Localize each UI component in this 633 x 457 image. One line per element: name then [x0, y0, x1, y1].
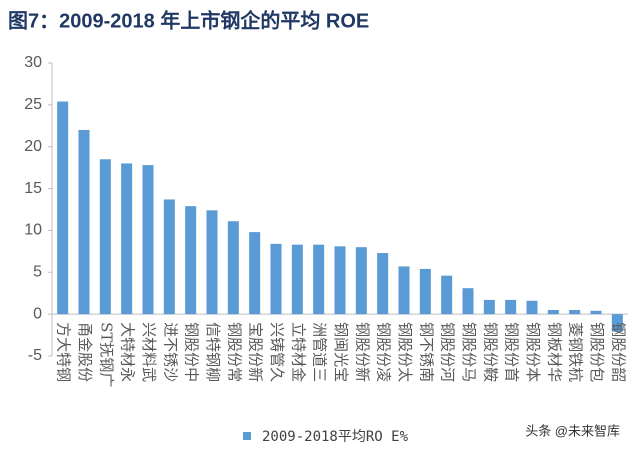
x-tick-label: 大特材永 [119, 322, 137, 382]
x-tick-label: 钢股份凌 [375, 322, 393, 382]
y-tick-label: 5 [33, 264, 42, 281]
bar [121, 163, 133, 315]
bar [227, 221, 239, 315]
x-tick-label: 方大特钢 [55, 322, 73, 382]
x-tick-label: 兴材料武 [140, 322, 158, 382]
chart-title: 图7：2009-2018 年上市钢企的平均 ROE [8, 8, 369, 32]
bar [569, 309, 581, 315]
x-tick-label: 钢股份常 [225, 322, 243, 382]
x-tick-label: 钢股份本 [524, 322, 542, 382]
y-tick-label: 25 [24, 96, 42, 113]
bar [270, 243, 282, 315]
bar [355, 247, 367, 315]
bar [291, 244, 303, 315]
y-tick-label: 10 [24, 222, 42, 239]
x-tick-label: 钢股份韶 [609, 322, 627, 382]
bar [419, 268, 431, 315]
x-tick-label: 进不锈沙 [161, 322, 179, 382]
bar [590, 310, 602, 315]
x-tick-label: 钢股份中 [183, 322, 201, 382]
x-tick-label: 信特钢柳 [204, 322, 222, 382]
bar [78, 129, 90, 315]
bar [398, 266, 410, 315]
x-tick-label: 钢股份鞍 [481, 322, 499, 382]
bar [142, 165, 154, 315]
x-tick-label: 立特材金 [289, 322, 307, 382]
bar [462, 288, 474, 315]
bar [57, 101, 69, 315]
bar [505, 299, 517, 315]
x-tick-label: 钢板材华 [545, 322, 563, 382]
x-tick-label: 兴铸管久 [268, 322, 286, 382]
x-tick-label: 钢股份包 [588, 322, 606, 382]
x-tick-label: 钢不锈南 [417, 322, 435, 382]
bar [334, 246, 346, 315]
bar [249, 232, 261, 315]
x-tick-label: 甬金股份 [76, 322, 94, 382]
bar [483, 299, 495, 315]
bar [163, 199, 175, 315]
legend-label: 2009-2018平均RO E% [262, 429, 409, 445]
x-tick-label: 菱钢铁杭 [567, 322, 585, 382]
bar [206, 210, 218, 315]
bar [611, 314, 623, 332]
x-tick-label: 钢闽光宝 [332, 322, 350, 382]
x-tick-label: 钢股份太 [396, 322, 414, 382]
bar [99, 159, 111, 315]
bar [313, 244, 325, 315]
y-tick-label: 30 [24, 54, 42, 71]
x-tick-label: ST抚钢广 [97, 322, 115, 387]
x-tick-label: 宝股份新 [247, 322, 265, 382]
x-tick-label: 洲管道三 [311, 322, 329, 382]
bar [441, 275, 453, 315]
x-tick-label: 钢股份马 [460, 322, 478, 382]
bar [185, 206, 197, 315]
y-tick-label: 20 [24, 138, 42, 155]
legend-swatch [243, 432, 251, 440]
bar [547, 309, 559, 315]
y-tick-label: -5 [28, 347, 42, 364]
x-tick-label: 钢股份首 [503, 322, 521, 382]
bar [377, 253, 389, 315]
y-tick-label: 15 [24, 180, 42, 197]
x-tick-label: 钢股份河 [439, 322, 457, 382]
y-tick-label: 0 [33, 305, 42, 322]
bar [526, 300, 538, 315]
x-tick-label: 钢股份新 [353, 322, 371, 382]
watermark: 头条 @未来智库 [525, 423, 620, 438]
